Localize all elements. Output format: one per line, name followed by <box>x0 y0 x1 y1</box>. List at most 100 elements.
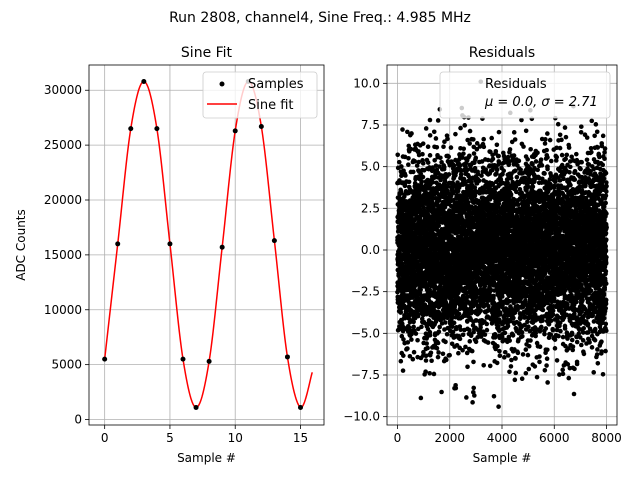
residual-point <box>412 350 417 355</box>
residual-point <box>513 137 518 142</box>
sample-point <box>141 79 146 84</box>
residual-point <box>458 126 463 131</box>
x-tick-label: 0 <box>394 431 402 445</box>
residual-point <box>500 294 505 299</box>
residual-point <box>495 344 500 349</box>
residual-point <box>401 353 406 358</box>
residual-point <box>468 129 473 134</box>
residual-point <box>426 144 431 149</box>
residual-point <box>443 340 448 345</box>
residual-point <box>491 294 496 299</box>
residual-point <box>492 394 497 399</box>
residual-point <box>488 287 493 292</box>
y-tick-label: −7.5 <box>351 368 380 382</box>
x-tick-label: 0 <box>101 431 109 445</box>
residual-point <box>506 324 511 329</box>
residual-point <box>447 172 452 177</box>
residual-point <box>411 357 416 362</box>
residual-point <box>467 339 472 344</box>
residual-point <box>428 153 433 158</box>
y-tick-label: −5.0 <box>351 326 380 340</box>
residual-point <box>521 352 526 357</box>
x-tick-label: 5 <box>166 431 174 445</box>
residual-point <box>449 145 454 150</box>
y-tick-label: 2.5 <box>361 201 380 215</box>
residual-point <box>509 192 514 197</box>
residual-point <box>497 349 502 354</box>
y-tick-label: 5000 <box>51 358 82 372</box>
y-tick-label: 5.0 <box>361 160 380 174</box>
residual-point <box>464 395 469 400</box>
residual-point <box>397 160 402 165</box>
residual-point <box>470 349 475 354</box>
residual-point <box>403 173 408 178</box>
residual-point <box>405 340 410 345</box>
residual-point <box>400 127 405 132</box>
x-tick-label: 4000 <box>487 431 518 445</box>
residual-point <box>427 371 432 376</box>
residual-point <box>471 360 476 365</box>
residual-point <box>432 129 437 134</box>
residual-point <box>421 161 426 166</box>
residual-point <box>429 350 434 355</box>
residual-point <box>421 175 426 180</box>
residual-point <box>482 145 487 150</box>
residual-point <box>513 168 518 173</box>
residual-point <box>520 334 525 339</box>
residual-point <box>425 346 430 351</box>
residual-point <box>491 157 496 162</box>
residual-point <box>429 358 434 363</box>
residual-point <box>441 351 446 356</box>
residual-point <box>435 145 440 150</box>
x-tick-label: 8000 <box>591 431 622 445</box>
residual-point <box>437 329 442 334</box>
residual-point <box>398 310 403 315</box>
residual-point <box>413 159 418 164</box>
residual-point <box>502 355 507 360</box>
residual-point <box>495 168 500 173</box>
residual-point <box>467 328 472 333</box>
residual-point <box>481 363 486 368</box>
residual-point <box>428 118 433 123</box>
residual-point <box>513 356 518 361</box>
sample-point <box>207 359 212 364</box>
residual-point <box>512 130 517 135</box>
residual-point <box>467 141 472 146</box>
y-tick-label: 10.0 <box>353 76 380 90</box>
residual-point <box>453 386 458 391</box>
residual-point <box>489 136 494 141</box>
residual-point <box>471 386 476 391</box>
residual-point <box>405 346 410 351</box>
residual-point <box>481 137 486 142</box>
residual-point <box>432 372 437 377</box>
residual-point <box>419 179 424 184</box>
residual-point <box>415 338 420 343</box>
y-tick-label: 25000 <box>44 138 82 152</box>
residual-point <box>409 337 414 342</box>
residual-point <box>485 328 490 333</box>
residual-point <box>477 178 482 183</box>
figure-title: Run 2808, channel4, Sine Freq.: 4.985 MH… <box>169 10 471 26</box>
residual-point <box>445 137 450 142</box>
residual-point <box>497 201 502 206</box>
residual-point <box>423 369 428 374</box>
residual-point <box>424 126 429 131</box>
residual-point <box>462 123 467 128</box>
residual-point <box>424 358 429 363</box>
residual-point <box>424 341 429 346</box>
residual-point <box>447 353 452 358</box>
residual-point <box>409 131 414 136</box>
sample-point <box>154 126 159 131</box>
y-tick-label: 20000 <box>44 193 82 207</box>
residual-point <box>512 153 517 158</box>
residual-point <box>461 333 466 338</box>
sample-point <box>167 241 172 246</box>
residual-point <box>521 144 526 149</box>
residual-point <box>486 304 491 309</box>
residual-point <box>414 331 419 336</box>
sample-point <box>181 357 186 362</box>
residual-point <box>453 132 458 137</box>
residual-point <box>436 118 441 123</box>
residual-point <box>509 176 514 181</box>
